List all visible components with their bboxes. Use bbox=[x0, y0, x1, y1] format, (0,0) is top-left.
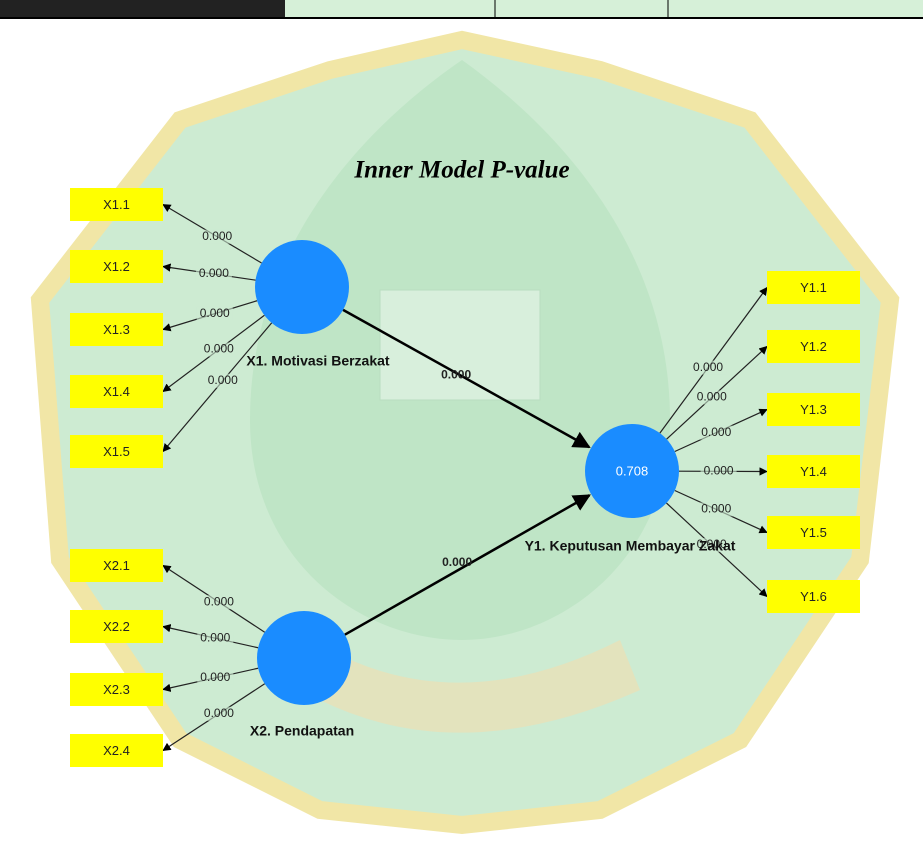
construct-label: X1. Motivasi Berzakat bbox=[246, 353, 390, 369]
indicator-label: Y1.2 bbox=[800, 339, 827, 354]
diagram: Inner Model P-value 0.000 0.000 0.000 0.000… bbox=[0, 0, 923, 845]
indicator-label: X1.5 bbox=[103, 444, 130, 459]
indicator-label: Y1.4 bbox=[800, 464, 827, 479]
r-squared: 0.708 bbox=[616, 463, 649, 478]
construct bbox=[257, 611, 351, 705]
indicator-label: X2.4 bbox=[103, 743, 130, 758]
p-value: 0.000 bbox=[697, 390, 727, 404]
title: Inner Model P-value bbox=[353, 157, 569, 184]
p-value: 0.000 bbox=[204, 342, 234, 356]
indicator-label: X2.1 bbox=[103, 558, 130, 573]
indicator-label: X1.4 bbox=[103, 384, 130, 399]
p-value: 0.000 bbox=[208, 373, 238, 387]
p-value: 0.000 bbox=[202, 229, 232, 243]
construct-label: X2. Pendapatan bbox=[250, 723, 354, 739]
indicator-label: Y1.6 bbox=[800, 589, 827, 604]
construct bbox=[255, 240, 349, 334]
p-value: 0.000 bbox=[204, 706, 234, 720]
indicator-label: Y1.5 bbox=[800, 525, 827, 540]
indicator-label: Y1.3 bbox=[800, 402, 827, 417]
p-value: 0.000 bbox=[200, 630, 230, 644]
p-value: 0.000 bbox=[204, 594, 234, 608]
p-value: 0.000 bbox=[701, 425, 731, 439]
indicator-label: X1.3 bbox=[103, 322, 130, 337]
p-value: 0.000 bbox=[701, 502, 731, 516]
p-value: 0.000 bbox=[693, 360, 723, 374]
p-value: 0.000 bbox=[704, 463, 734, 477]
construct-label: Y1. Keputusan Membayar Zakat bbox=[525, 538, 736, 554]
table-cell-dark bbox=[0, 0, 285, 18]
p-value: 0.000 bbox=[200, 306, 230, 320]
indicator-label: X1.2 bbox=[103, 259, 130, 274]
indicator-label: Y1.1 bbox=[800, 280, 827, 295]
p-value: 0.000 bbox=[442, 555, 472, 569]
p-value: 0.000 bbox=[199, 266, 229, 280]
indicator-label: X1.1 bbox=[103, 197, 130, 212]
p-value: 0.000 bbox=[441, 368, 471, 382]
indicator-label: X2.2 bbox=[103, 619, 130, 634]
indicator-label: X2.3 bbox=[103, 682, 130, 697]
p-value: 0.000 bbox=[200, 670, 230, 684]
